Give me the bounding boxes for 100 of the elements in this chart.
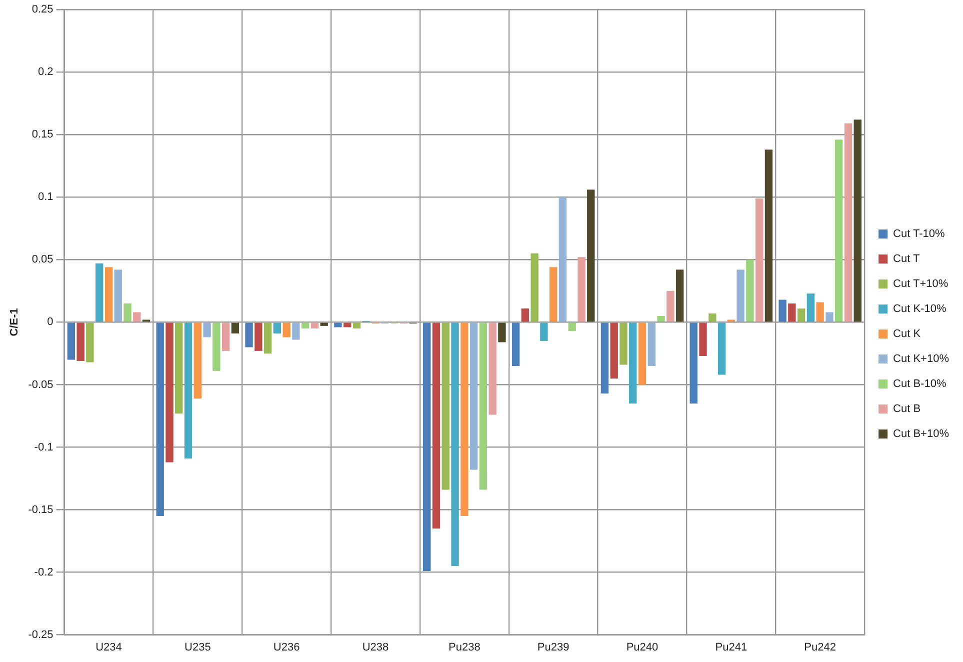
bar xyxy=(352,322,361,328)
bar xyxy=(788,303,796,322)
bar xyxy=(166,322,174,462)
bar xyxy=(124,303,132,322)
bar xyxy=(540,322,548,341)
bar xyxy=(657,316,665,322)
bar xyxy=(273,322,282,334)
bar xyxy=(708,313,716,322)
bar xyxy=(212,322,220,371)
x-tick-label: U238 xyxy=(362,641,389,654)
bar xyxy=(479,322,488,490)
bar xyxy=(854,120,862,322)
bar xyxy=(736,270,744,322)
bar xyxy=(156,322,164,516)
x-tick-label: Pu240 xyxy=(626,641,658,654)
x-tick-label: U236 xyxy=(273,641,300,654)
y-tick-label: -0.2 xyxy=(34,566,54,578)
bar xyxy=(521,308,530,322)
bar xyxy=(620,322,628,365)
y-tick-label: 0.1 xyxy=(38,191,54,204)
bar xyxy=(558,197,567,322)
bar xyxy=(451,322,459,566)
bar xyxy=(638,322,646,385)
y-tick-label: -0.15 xyxy=(28,504,54,516)
bar xyxy=(568,322,576,331)
bar xyxy=(442,322,450,490)
bar xyxy=(690,322,698,404)
bar xyxy=(488,322,496,415)
legend-label: Cut B+10% xyxy=(893,428,950,440)
bar xyxy=(133,312,141,322)
bar xyxy=(826,312,834,322)
bar xyxy=(530,253,538,322)
y-tick-label: 0.25 xyxy=(32,4,54,16)
bar xyxy=(76,322,84,361)
y-tick-label: -0.05 xyxy=(28,378,54,391)
bar xyxy=(666,290,674,322)
bar xyxy=(264,322,272,354)
legend-label: Cut B xyxy=(893,403,921,416)
bar xyxy=(104,267,113,322)
x-tick-label: Pu241 xyxy=(715,641,748,654)
bar xyxy=(806,293,815,322)
y-tick-label: -0.1 xyxy=(34,441,54,454)
bar xyxy=(778,300,786,322)
bar xyxy=(254,322,262,351)
bar xyxy=(320,322,328,326)
y-tick-label: 0.05 xyxy=(32,254,54,266)
bar xyxy=(222,322,230,351)
bar xyxy=(423,322,431,572)
bar xyxy=(310,322,319,328)
bar xyxy=(764,150,773,322)
x-tick-label: U234 xyxy=(96,641,122,654)
bar xyxy=(203,322,211,338)
bar xyxy=(610,322,618,378)
bar xyxy=(600,322,609,394)
bar xyxy=(114,270,122,322)
bar xyxy=(755,198,764,322)
y-tick-label: 0.2 xyxy=(38,66,54,78)
legend-label: Cut T-10% xyxy=(893,228,946,240)
y-tick-label: 0 xyxy=(47,316,54,328)
bar xyxy=(718,322,726,375)
bar xyxy=(512,322,520,366)
bar xyxy=(587,190,595,322)
bar xyxy=(835,140,843,322)
legend-label: Cut B-10% xyxy=(893,378,946,390)
legend-label: Cut K+10% xyxy=(893,353,950,366)
x-tick-label: Pu239 xyxy=(537,641,570,654)
bar xyxy=(816,302,824,322)
x-tick-label: Pu242 xyxy=(804,641,836,654)
bar xyxy=(746,260,754,322)
legend-label: Cut K-10% xyxy=(893,303,946,316)
bar xyxy=(301,322,310,328)
bar xyxy=(96,263,104,322)
bar xyxy=(334,322,342,328)
bar xyxy=(432,322,440,529)
bar xyxy=(797,308,806,322)
bar xyxy=(175,322,183,414)
bar xyxy=(498,322,506,342)
bar xyxy=(578,257,586,322)
bar xyxy=(282,322,290,338)
x-tick-label: Pu238 xyxy=(448,641,480,654)
legend-label: Cut T xyxy=(893,253,920,266)
bar xyxy=(231,322,240,334)
bar xyxy=(648,322,656,366)
y-tick-label: -0.25 xyxy=(28,628,54,641)
x-tick-label: U235 xyxy=(184,641,211,654)
legend-label: Cut K xyxy=(893,328,922,340)
bar xyxy=(676,270,684,322)
bar xyxy=(67,322,76,360)
bar xyxy=(184,322,192,458)
bar xyxy=(292,322,300,340)
bar xyxy=(194,322,202,398)
bar xyxy=(629,322,637,404)
bar xyxy=(86,322,94,362)
bar xyxy=(460,322,468,516)
bar xyxy=(470,322,478,470)
bar xyxy=(245,322,253,348)
bar xyxy=(844,123,852,322)
bar xyxy=(549,267,558,322)
legend-label: Cut T+10% xyxy=(893,278,948,290)
bar xyxy=(699,322,707,356)
